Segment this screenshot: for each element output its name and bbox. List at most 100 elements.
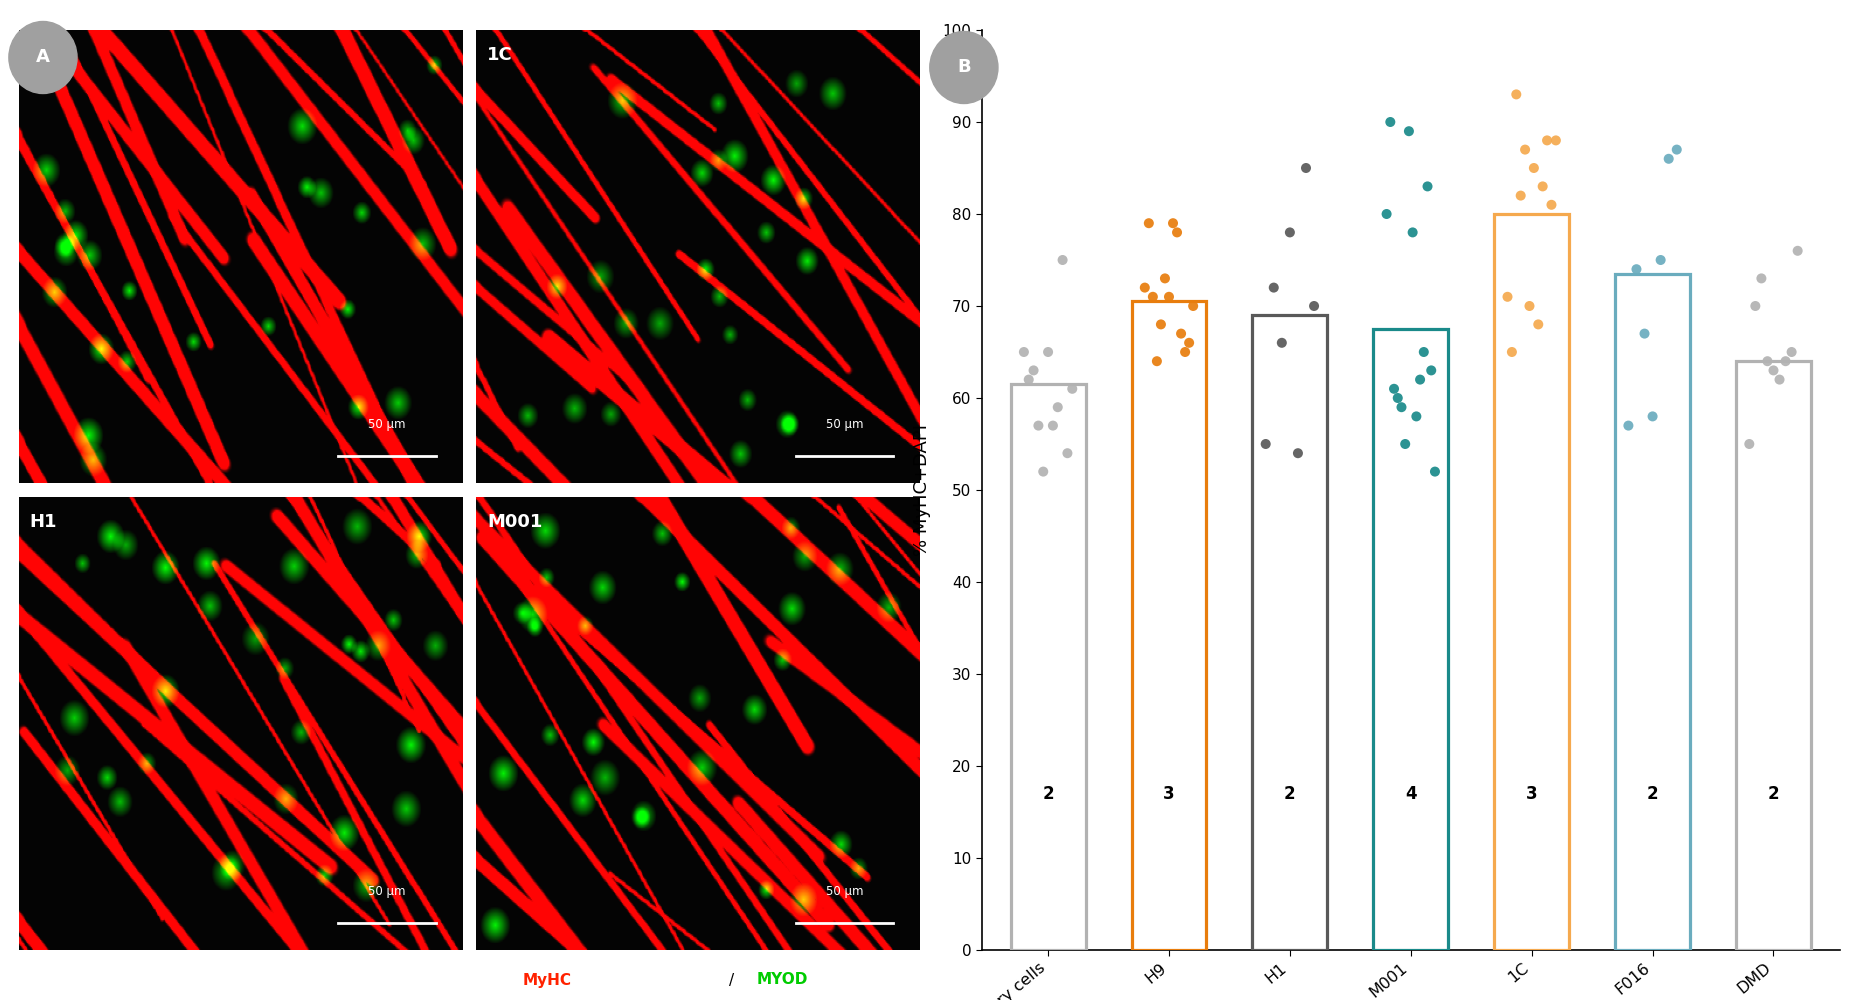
Point (1394, 123, 1423, 139)
Point (1179, 298, 1209, 314)
Point (1747, 270, 1776, 286)
Point (1537, 197, 1567, 213)
Text: H1: H1 (30, 513, 58, 531)
Point (1758, 362, 1788, 378)
Text: 1C: 1C (488, 46, 514, 64)
Point (1776, 344, 1806, 360)
Text: 3: 3 (1526, 785, 1537, 803)
Point (1014, 372, 1044, 388)
Point (1646, 252, 1676, 268)
Point (1039, 418, 1068, 434)
Point (1375, 114, 1405, 130)
Point (1519, 160, 1549, 176)
Circle shape (9, 21, 77, 94)
Point (1405, 372, 1435, 388)
Point (1042, 399, 1072, 415)
Point (1412, 178, 1442, 194)
Bar (1373, 329, 1448, 950)
Point (1515, 298, 1545, 314)
Bar (1616, 274, 1691, 950)
Bar (1494, 214, 1569, 950)
Point (1371, 206, 1401, 222)
Text: 2: 2 (1648, 785, 1659, 803)
Text: 50 μm: 50 μm (826, 418, 863, 431)
Point (1532, 132, 1562, 148)
Point (1048, 252, 1078, 268)
Point (1741, 298, 1771, 314)
Point (1024, 418, 1054, 434)
Text: 2: 2 (1283, 785, 1296, 803)
Point (1614, 418, 1644, 434)
Point (1169, 344, 1199, 360)
Point (1145, 316, 1175, 332)
Text: 3: 3 (1164, 785, 1175, 803)
Point (1018, 362, 1048, 378)
Point (1134, 215, 1164, 231)
Point (1162, 224, 1192, 240)
Point (1653, 151, 1683, 167)
Text: M001: M001 (488, 513, 542, 531)
Point (1276, 224, 1306, 240)
Point (1298, 298, 1328, 314)
Point (1390, 436, 1420, 452)
Point (1057, 381, 1087, 397)
Point (1154, 289, 1184, 305)
Text: MYOD: MYOD (757, 972, 809, 988)
Bar (1011, 384, 1085, 950)
Point (1752, 353, 1782, 369)
Point (1130, 280, 1160, 296)
Point (1259, 280, 1289, 296)
Point (1027, 464, 1057, 480)
Point (1151, 270, 1181, 286)
Point (1663, 142, 1692, 158)
Point (1283, 445, 1313, 461)
Point (1397, 224, 1427, 240)
Point (1493, 289, 1522, 305)
Point (1509, 142, 1539, 158)
Text: /: / (729, 972, 734, 988)
Point (1734, 436, 1763, 452)
Text: 2: 2 (1767, 785, 1780, 803)
Point (1158, 215, 1188, 231)
Point (1033, 344, 1063, 360)
Point (1522, 316, 1552, 332)
Point (1782, 243, 1812, 259)
Point (1052, 445, 1082, 461)
Point (1541, 132, 1571, 148)
Point (1420, 464, 1450, 480)
Point (1009, 344, 1039, 360)
Text: B: B (956, 58, 971, 77)
Bar (1735, 361, 1810, 950)
Point (1386, 399, 1416, 415)
Point (1166, 326, 1196, 342)
Text: A: A (35, 48, 50, 66)
Text: MyHC: MyHC (523, 972, 572, 988)
Bar (1252, 315, 1328, 950)
Point (1621, 261, 1651, 277)
Text: 2: 2 (1042, 785, 1054, 803)
Point (1502, 86, 1532, 102)
Point (1528, 178, 1558, 194)
Point (1175, 335, 1205, 351)
Point (1408, 344, 1438, 360)
Point (1765, 372, 1795, 388)
Text: 50 μm: 50 μm (368, 885, 405, 898)
Text: 50 μm: 50 μm (826, 885, 863, 898)
Point (1401, 408, 1431, 424)
Point (1141, 353, 1171, 369)
Point (1252, 436, 1281, 452)
Point (1506, 188, 1535, 204)
Point (1416, 362, 1446, 378)
Text: 50 μm: 50 μm (368, 418, 405, 431)
Point (1638, 408, 1668, 424)
Text: H9: H9 (30, 46, 58, 64)
Point (1138, 289, 1168, 305)
Y-axis label: % MyHC+DAPI: % MyHC+DAPI (913, 424, 930, 556)
Point (1496, 344, 1526, 360)
Point (1382, 390, 1412, 406)
Point (1291, 160, 1321, 176)
Point (1379, 381, 1408, 397)
Bar (1132, 301, 1207, 950)
Point (1629, 326, 1659, 342)
Circle shape (930, 31, 998, 104)
